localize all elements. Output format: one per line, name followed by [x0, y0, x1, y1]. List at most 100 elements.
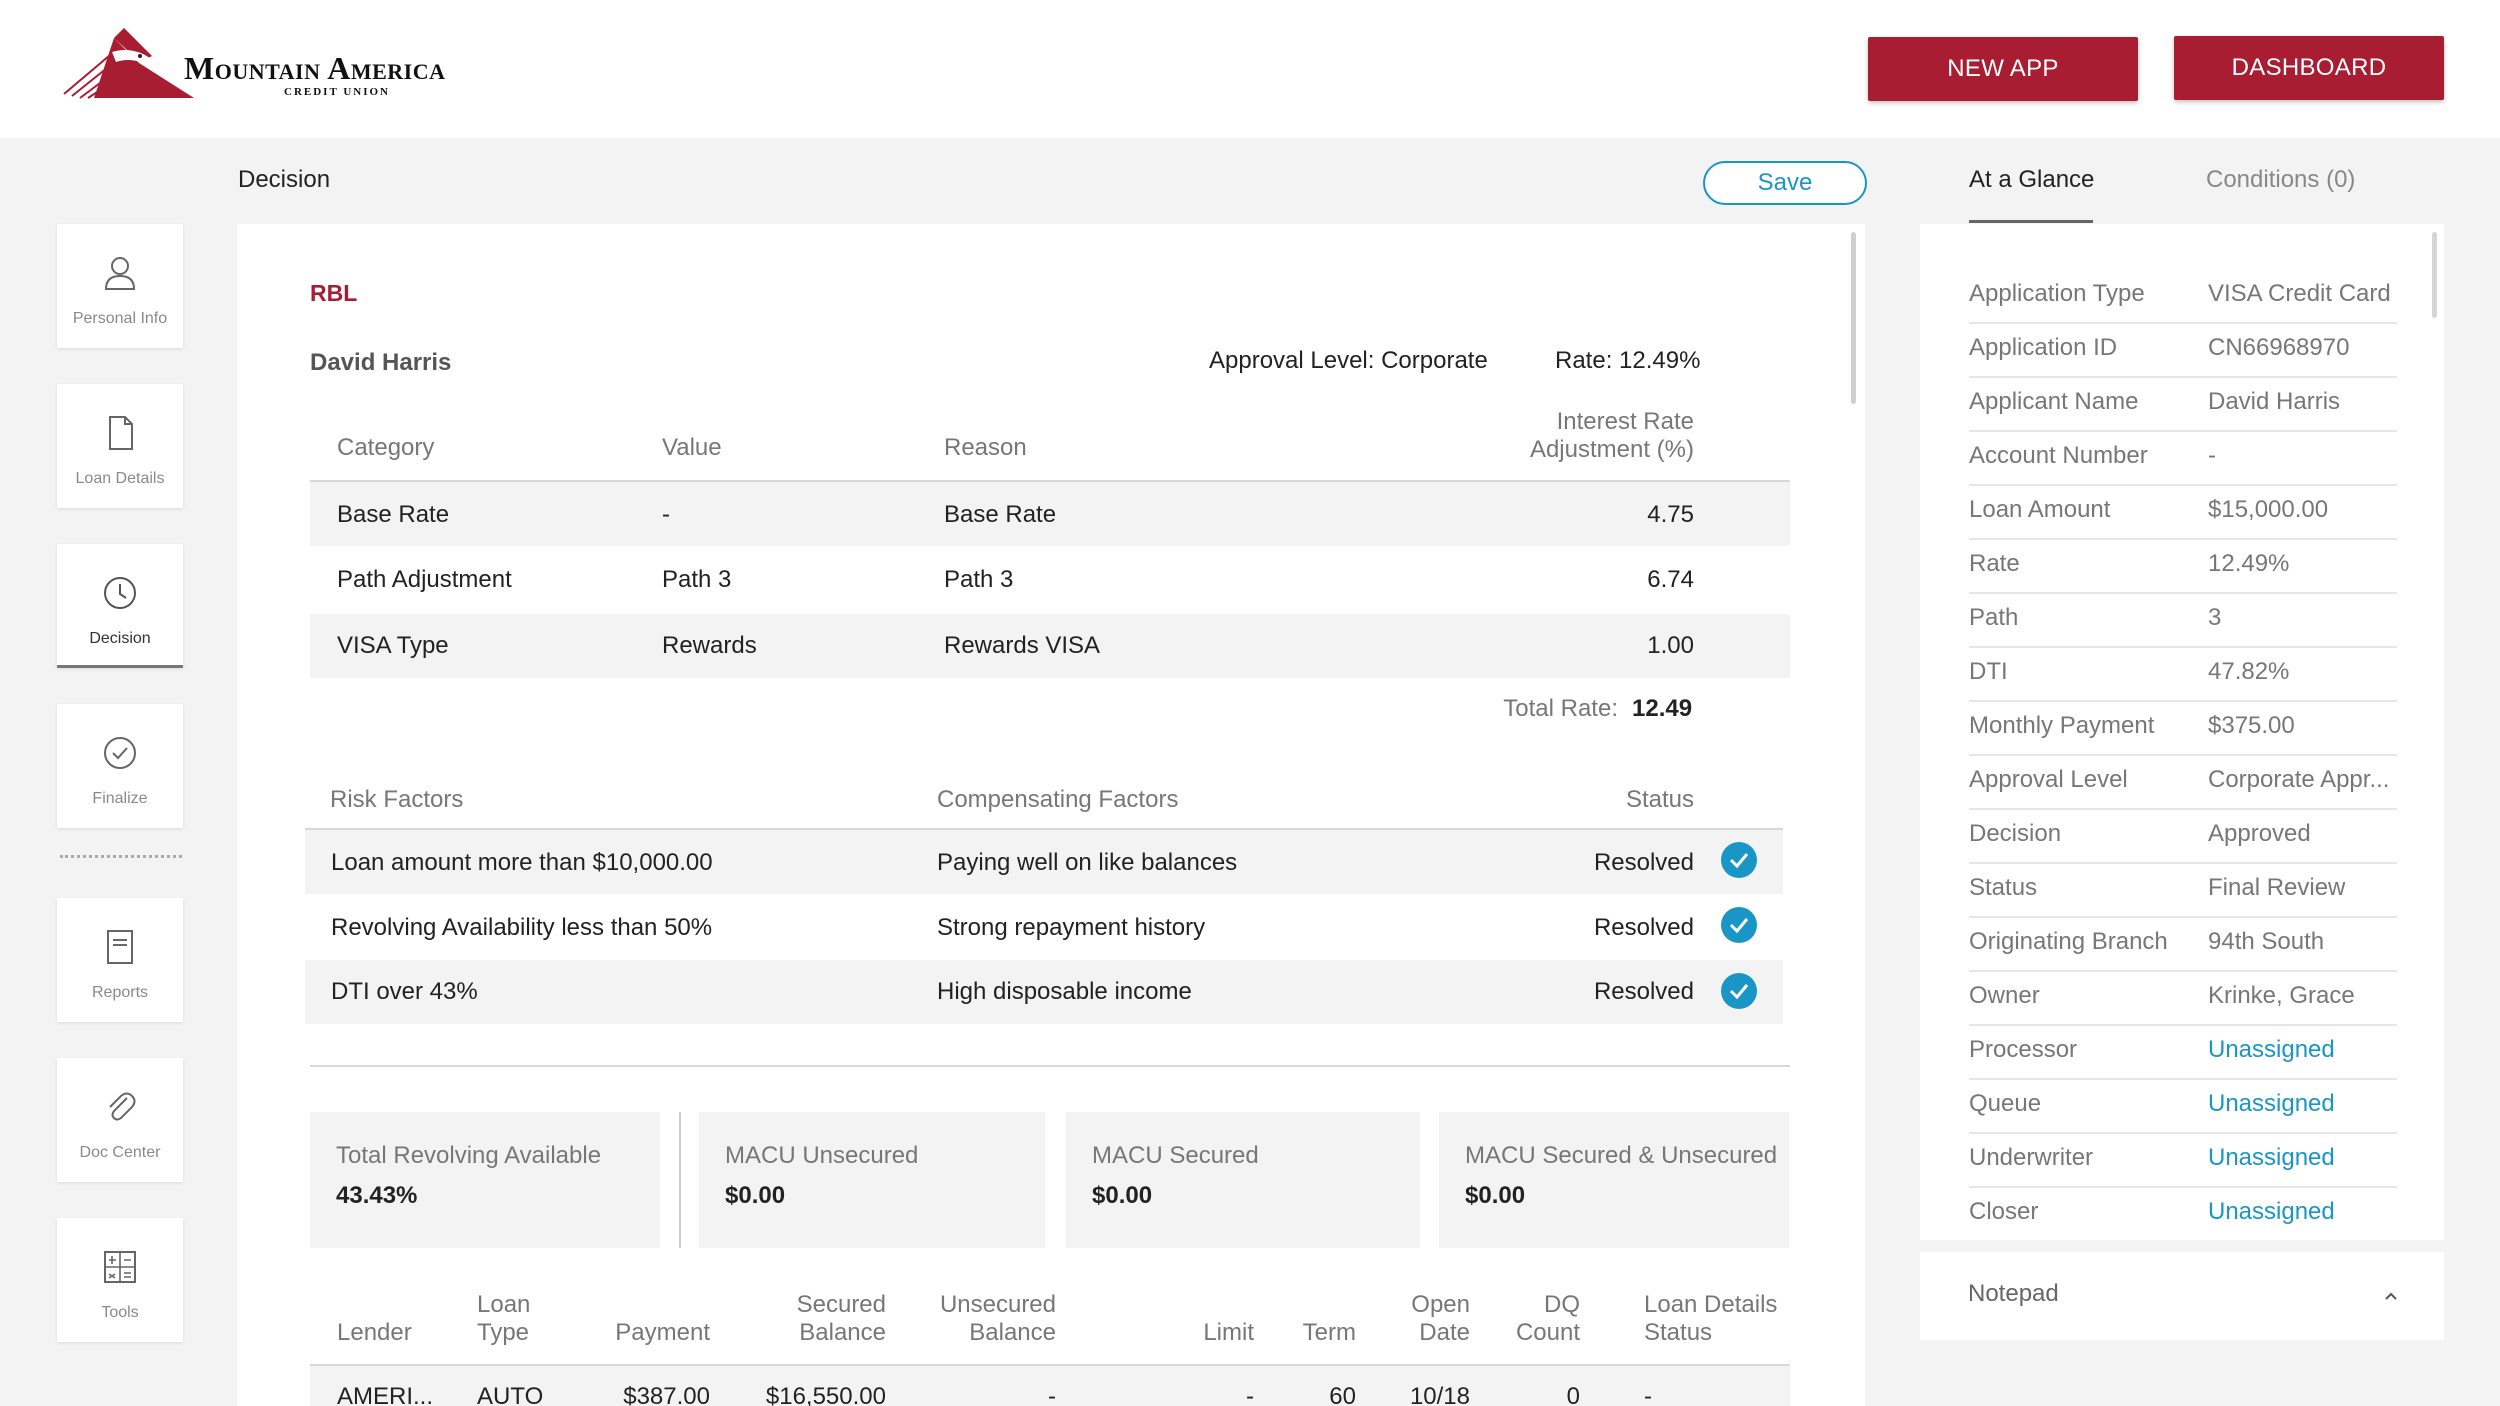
- glance-value: 94th South: [2208, 928, 2325, 955]
- main-scrollbar[interactable]: [1851, 232, 1856, 404]
- stat-total-revolving: Total Revolving Available 43.43%: [310, 1112, 660, 1248]
- column-header: Loan: [477, 1291, 531, 1318]
- glance-divider: [1969, 484, 2397, 486]
- glance-link-value[interactable]: Unassigned: [2208, 1144, 2335, 1171]
- check-circle-icon: [104, 737, 136, 769]
- glance-divider: [1969, 430, 2397, 432]
- column-header: Unsecured: [939, 1291, 1056, 1318]
- column-header: Open: [1411, 1291, 1470, 1318]
- risk-status: Resolved: [1593, 978, 1694, 1005]
- glance-divider: [1969, 1186, 2397, 1188]
- risk-factor: DTI over 43%: [331, 978, 478, 1005]
- glance-value: 3: [2208, 604, 2222, 631]
- sidebar-item-decision[interactable]: Decision: [57, 544, 183, 668]
- resolved-check-icon: [1721, 907, 1757, 943]
- glance-label: Owner: [1969, 982, 2040, 1009]
- report-icon: [107, 930, 133, 964]
- sidebar-item-finalize[interactable]: Finalize: [57, 704, 183, 828]
- sidebar-item-label: Tools: [101, 1304, 139, 1321]
- stat-macu-unsecured: MACU Unsecured $0.00: [699, 1112, 1045, 1248]
- glance-label: Applicant Name: [1969, 388, 2139, 415]
- document-icon: [109, 416, 133, 450]
- glance-divider: [1969, 376, 2397, 378]
- glance-divider: [1969, 754, 2397, 756]
- glance-scrollbar[interactable]: [2432, 232, 2437, 318]
- new-app-button[interactable]: NEW APP: [1868, 37, 2138, 101]
- divider: [310, 1065, 1790, 1067]
- brand-subtitle: CREDIT UNION: [284, 86, 391, 98]
- rate-value: Rewards: [662, 632, 757, 659]
- chevron-up-icon[interactable]: [2383, 1288, 2399, 1304]
- divider: [310, 1364, 1790, 1366]
- glance-divider: [1969, 808, 2397, 810]
- glance-label: Decision: [1969, 820, 2062, 847]
- glance-link-value[interactable]: Unassigned: [2208, 1198, 2335, 1225]
- tab-conditions[interactable]: Conditions (0): [2206, 166, 2356, 193]
- risk-status: Resolved: [1593, 914, 1694, 941]
- stat-value: $0.00: [1092, 1182, 1153, 1209]
- stat-label: MACU Unsecured: [725, 1142, 919, 1169]
- glance-divider: [1969, 1024, 2397, 1026]
- glance-value: Corporate Appr...: [2208, 766, 2390, 793]
- sidebar-item-label: Reports: [91, 984, 149, 1001]
- sidebar-item-reports[interactable]: Reports: [57, 898, 183, 1022]
- glance-divider: [1969, 970, 2397, 972]
- glance-label: Rate: [1969, 550, 2020, 577]
- save-button[interactable]: Save: [1703, 161, 1867, 205]
- tradeline-lender: AMERI...: [337, 1383, 434, 1406]
- stat-divider: [679, 1112, 681, 1248]
- glance-value: CN66968970: [2208, 334, 2350, 361]
- column-header: Category: [337, 434, 435, 461]
- column-header: Secured: [796, 1291, 886, 1318]
- notepad-label: Notepad: [1968, 1280, 2059, 1307]
- notepad-panel[interactable]: Notepad: [1920, 1252, 2444, 1340]
- glance-label: Approval Level: [1969, 766, 2128, 793]
- sidebar-item-tools[interactable]: Tools: [57, 1218, 183, 1342]
- glance-label: Application ID: [1969, 334, 2118, 361]
- rate-adjustment: 4.75: [1647, 501, 1694, 528]
- sidebar-item-label: Doc Center: [79, 1144, 161, 1161]
- sidebar-divider: [60, 855, 182, 861]
- stat-macu-secured: MACU Secured $0.00: [1066, 1112, 1420, 1248]
- approval-level: Approval Level: Corporate: [1209, 347, 1488, 374]
- compensating-factor: High disposable income: [937, 978, 1192, 1005]
- rate-adjustment: 6.74: [1647, 566, 1694, 593]
- risk-factor: Revolving Availability less than 50%: [331, 914, 713, 941]
- app-header: Mountain America CREDIT UNION NEW APP DA…: [0, 0, 2500, 138]
- mountain-america-logo[interactable]: Mountain America CREDIT UNION: [54, 28, 494, 102]
- page-title: Decision: [238, 166, 331, 193]
- glance-link-value[interactable]: Unassigned: [2208, 1090, 2335, 1117]
- stat-value: $0.00: [1465, 1182, 1526, 1209]
- table-row: [310, 482, 1790, 546]
- glance-value: -: [2208, 442, 2216, 469]
- rate-reason: Base Rate: [944, 501, 1057, 528]
- sidebar-item-personal-info[interactable]: Personal Info: [57, 224, 183, 348]
- total-rate-label: Total Rate:: [1503, 695, 1618, 722]
- rate-category: VISA Type: [337, 632, 449, 659]
- sidebar-item-doc-center[interactable]: Doc Center: [57, 1058, 183, 1182]
- glance-link-value[interactable]: Unassigned: [2208, 1036, 2335, 1063]
- tradeline-term: 60: [1329, 1383, 1356, 1406]
- glance-divider: [1969, 592, 2397, 594]
- tradeline-status: -: [1644, 1383, 1652, 1406]
- glance-divider: [1969, 862, 2397, 864]
- tab-at-a-glance[interactable]: At a Glance: [1969, 166, 2095, 193]
- rate-category: Base Rate: [337, 501, 450, 528]
- glance-value: $15,000.00: [2208, 496, 2329, 523]
- column-header: Adjustment (%): [1529, 436, 1694, 463]
- glance-divider: [1969, 1078, 2397, 1080]
- applicant-name: David Harris: [310, 349, 452, 376]
- column-header: Limit: [1203, 1319, 1254, 1346]
- rate-reason: Path 3: [944, 566, 1014, 593]
- glance-value: Approved: [2208, 820, 2311, 847]
- glance-label: Loan Amount: [1969, 496, 2111, 523]
- dashboard-button[interactable]: DASHBOARD: [2174, 36, 2444, 100]
- sidebar-item-loan-details[interactable]: Loan Details: [57, 384, 183, 508]
- glance-label: Processor: [1969, 1036, 2078, 1063]
- column-header: Interest Rate: [1556, 408, 1694, 435]
- glance-divider: [1969, 646, 2397, 648]
- glance-label: Monthly Payment: [1969, 712, 2155, 739]
- compensating-factor: Strong repayment history: [937, 914, 1206, 941]
- rate-summary: Rate: 12.49%: [1555, 347, 1701, 374]
- glance-divider: [1969, 538, 2397, 540]
